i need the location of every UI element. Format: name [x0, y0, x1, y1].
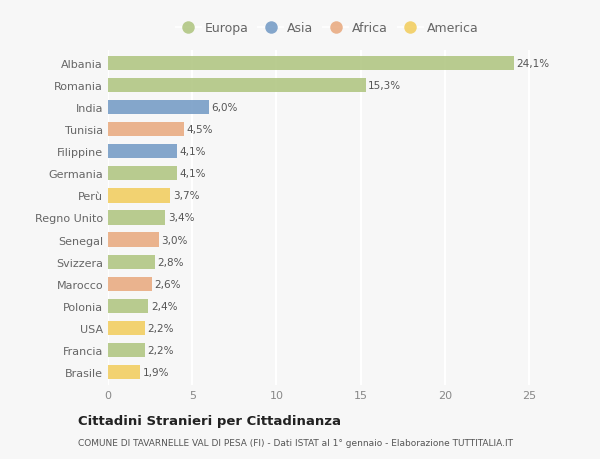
Text: 1,9%: 1,9% — [143, 367, 169, 377]
Bar — [108, 299, 148, 313]
Legend: Europa, Asia, Africa, America: Europa, Asia, Africa, America — [173, 20, 481, 38]
Text: 2,4%: 2,4% — [151, 301, 178, 311]
Text: 24,1%: 24,1% — [517, 59, 550, 69]
Text: 2,8%: 2,8% — [158, 257, 184, 267]
Text: 15,3%: 15,3% — [368, 81, 401, 91]
Bar — [108, 167, 177, 181]
Text: 2,2%: 2,2% — [148, 323, 174, 333]
Bar — [108, 145, 177, 159]
Text: 3,7%: 3,7% — [173, 191, 199, 201]
Text: 3,0%: 3,0% — [161, 235, 187, 245]
Bar — [108, 233, 158, 247]
Text: 4,1%: 4,1% — [179, 147, 206, 157]
Bar — [108, 365, 140, 380]
Bar — [108, 211, 165, 225]
Bar — [108, 101, 209, 115]
Bar — [108, 321, 145, 336]
Bar — [108, 78, 366, 93]
Bar — [108, 123, 184, 137]
Text: COMUNE DI TAVARNELLE VAL DI PESA (FI) - Dati ISTAT al 1° gennaio - Elaborazione : COMUNE DI TAVARNELLE VAL DI PESA (FI) - … — [78, 438, 513, 447]
Text: 4,5%: 4,5% — [187, 125, 213, 135]
Bar — [108, 343, 145, 358]
Bar — [108, 255, 155, 269]
Bar — [108, 277, 152, 291]
Text: 2,6%: 2,6% — [154, 279, 181, 289]
Bar — [108, 189, 170, 203]
Text: Cittadini Stranieri per Cittadinanza: Cittadini Stranieri per Cittadinanza — [78, 414, 341, 428]
Bar — [108, 56, 514, 71]
Text: 2,2%: 2,2% — [148, 345, 174, 355]
Text: 3,4%: 3,4% — [168, 213, 194, 223]
Text: 4,1%: 4,1% — [179, 169, 206, 179]
Text: 6,0%: 6,0% — [212, 103, 238, 113]
